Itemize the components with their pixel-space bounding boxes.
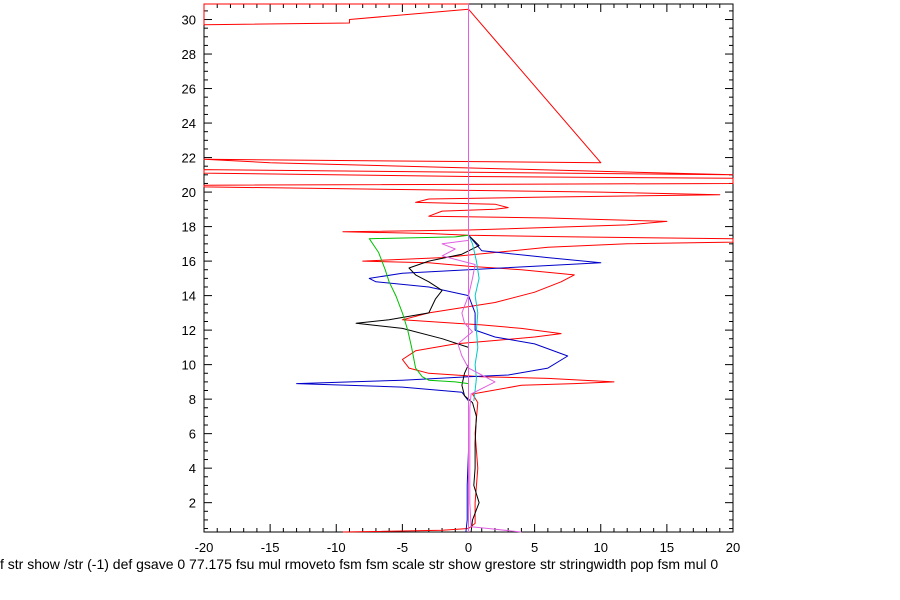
y-tick-label: 16	[182, 254, 196, 269]
y-tick-label: 22	[182, 151, 196, 166]
y-tick-label: 24	[182, 116, 196, 131]
x-tick-label: 5	[531, 540, 538, 555]
y-tick-label: 20	[182, 185, 196, 200]
tick-marks	[203, 4, 734, 532]
series-line-5	[468, 234, 480, 401]
y-tick-label: 28	[182, 47, 196, 62]
x-tick-label: 15	[660, 540, 674, 555]
series-line-1	[203, 3, 734, 533]
caption: f str show /str (-1) def gsave 0 77.175 …	[0, 556, 718, 572]
x-tick-label: -20	[195, 540, 214, 555]
x-tick-label: -15	[261, 540, 280, 555]
x-tick-label: -5	[397, 540, 409, 555]
series-line-3	[355, 234, 480, 533]
x-tick-label: 10	[594, 540, 608, 555]
y-tick-label: 4	[189, 461, 196, 476]
y-tick-label: 26	[182, 82, 196, 97]
x-tick-label: -10	[327, 540, 346, 555]
y-tick-label: 8	[189, 392, 196, 407]
series-layer	[203, 3, 734, 533]
y-tick-label: 18	[182, 220, 196, 235]
y-tick-label: 6	[189, 427, 196, 442]
y-tick-label: 12	[182, 323, 196, 338]
series-line-4	[368, 234, 469, 396]
series-line-7	[441, 239, 522, 533]
y-tick-label: 30	[182, 13, 196, 28]
y-tick-label: 14	[182, 289, 196, 304]
x-tick-labels: -20 -15 -10 -5 0 5 10 15 20	[195, 540, 741, 555]
x-tick-label: 0	[465, 540, 472, 555]
y-tick-label: 10	[182, 358, 196, 373]
y-tick-label: 2	[189, 496, 196, 511]
x-tick-label: 20	[726, 540, 740, 555]
